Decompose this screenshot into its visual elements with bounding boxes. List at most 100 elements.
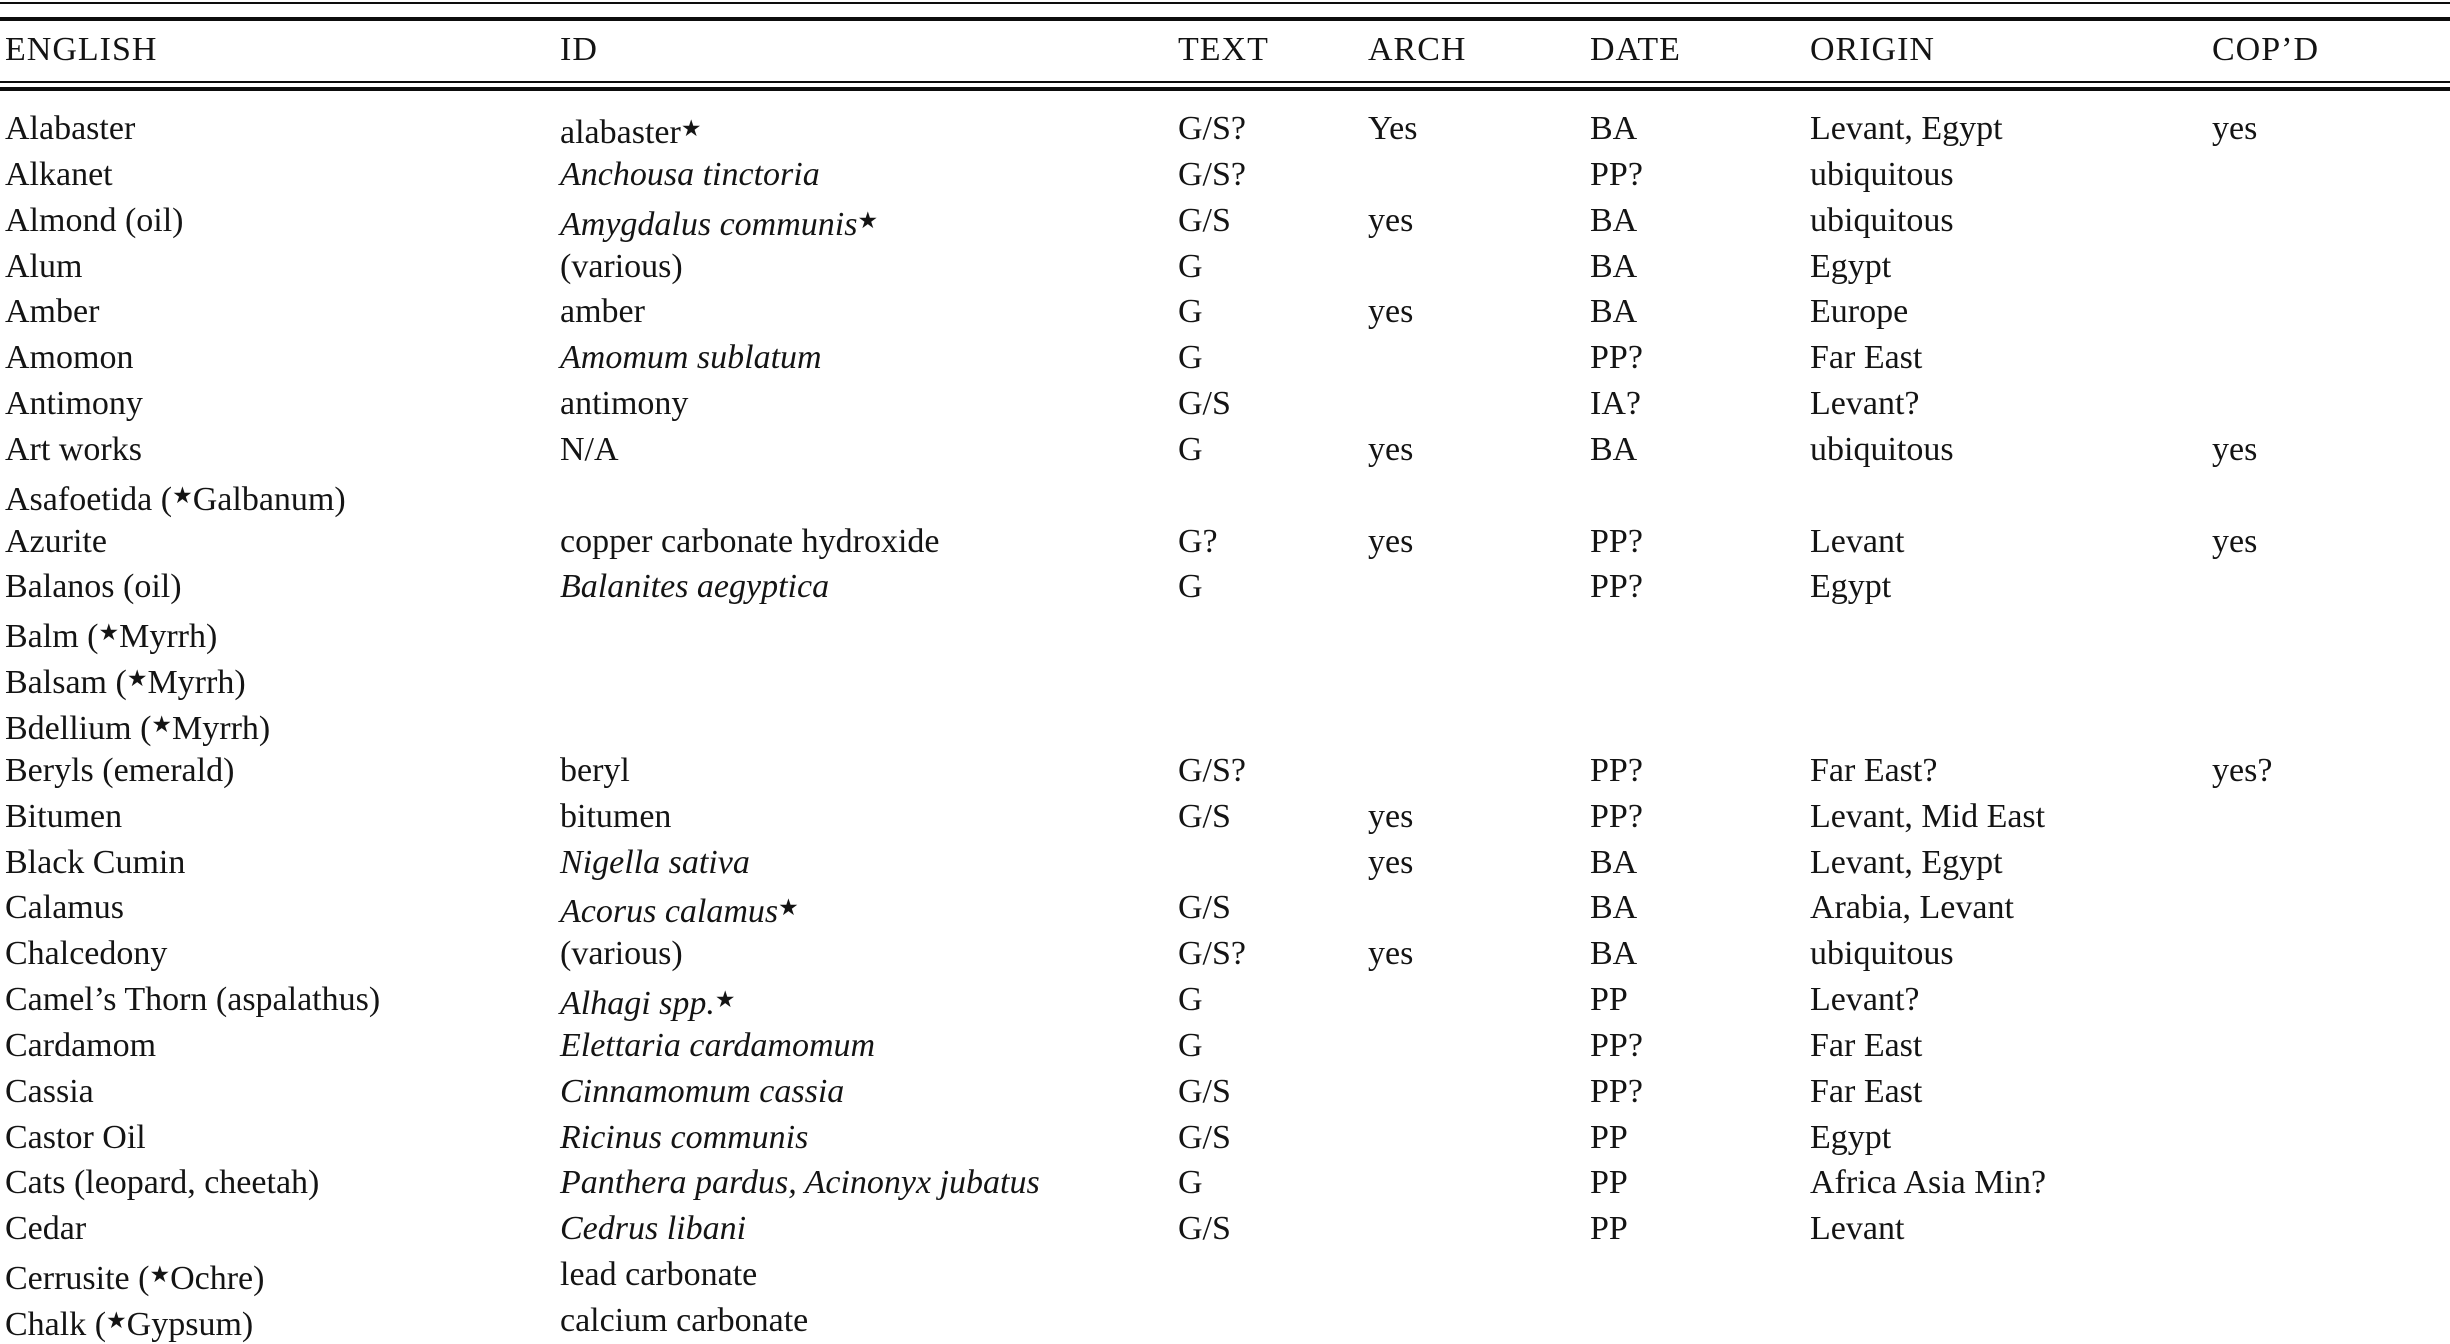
cell-id: (various) bbox=[560, 931, 1178, 977]
cell-arch bbox=[1368, 1115, 1590, 1161]
cell-arch bbox=[1368, 885, 1590, 935]
cell-text: G bbox=[1178, 430, 1203, 468]
table-row: Asafoetida (★Galbanum) bbox=[0, 473, 2450, 519]
cell-date bbox=[1590, 702, 1810, 752]
cell-arch bbox=[1368, 1252, 1590, 1302]
cell-text: G bbox=[1178, 293, 1203, 331]
table-row: Antimony antimony G/S IA? Levant? bbox=[0, 381, 2450, 427]
cell-copd bbox=[2212, 335, 2450, 381]
latin-name: Anchousa tinctoria bbox=[560, 155, 820, 193]
cell-arch bbox=[1368, 1298, 1590, 1344]
cell-date bbox=[1590, 473, 1810, 523]
cell-date: PP? bbox=[1590, 522, 1643, 560]
table-row: Castor Oil Ricinus communis G/S PP Egypt bbox=[0, 1115, 2450, 1161]
cell-id: (various) bbox=[560, 244, 1178, 290]
cell-date: BA bbox=[1590, 889, 1638, 927]
cell-text: G bbox=[1178, 568, 1203, 606]
cell-origin bbox=[1810, 610, 2212, 660]
cell-date: IA? bbox=[1590, 385, 1641, 423]
cell-date: PP? bbox=[1590, 339, 1643, 377]
latin-name: Ricinus communis bbox=[560, 1118, 809, 1156]
id-name: lead carbonate bbox=[560, 1256, 758, 1294]
cell-text: G/S? bbox=[1178, 110, 1246, 147]
star-reference-icon: ★ bbox=[172, 482, 193, 508]
cell-copd bbox=[2212, 152, 2450, 198]
latin-name: Cedrus libani bbox=[560, 1210, 747, 1248]
table-row: Balm (★Myrrh) bbox=[0, 610, 2450, 656]
cell-origin: Far East bbox=[1810, 1026, 1923, 1064]
cell-text: G bbox=[1178, 1026, 1203, 1064]
id-name: alabaster bbox=[560, 114, 681, 151]
cell-copd bbox=[2212, 794, 2450, 840]
cell-date: BA bbox=[1590, 110, 1638, 147]
cell-english: Chalk (★Gypsum) bbox=[5, 1305, 254, 1343]
cell-english: Almond (oil) bbox=[5, 201, 184, 239]
table-row: Cats (leopard, cheetah) Panthera pardus, … bbox=[0, 1160, 2450, 1206]
cell-english: Bdellium (★Myrrh) bbox=[5, 709, 271, 747]
cell-copd bbox=[2212, 656, 2450, 706]
cell-text: G bbox=[1178, 981, 1203, 1019]
cell-copd: yes bbox=[2212, 110, 2258, 147]
cell-origin: Far East bbox=[1810, 1072, 1923, 1110]
table-row: Alum (various) G BA Egypt bbox=[0, 244, 2450, 290]
table-row: Black Cumin Nigella sativa yes BA Levant, Eg… bbox=[0, 840, 2450, 886]
table-row: Balsam (★Myrrh) bbox=[0, 656, 2450, 702]
column-header-copd: COP’D bbox=[2212, 31, 2320, 68]
table-row: Cardamom Elettaria cardamomum G PP? Far East bbox=[0, 1023, 2450, 1069]
cell-date: PP? bbox=[1590, 797, 1643, 835]
cell-origin bbox=[1810, 1298, 2212, 1344]
cell-id: Panthera pardus, Acinonyx jubatus bbox=[560, 1160, 1178, 1206]
cell-origin: Far East? bbox=[1810, 751, 1938, 789]
cell-english: Cats (leopard, cheetah) bbox=[5, 1164, 320, 1202]
cell-english: Calamus bbox=[5, 889, 124, 927]
cell-arch: yes bbox=[1368, 935, 1414, 973]
id-name: beryl bbox=[560, 751, 630, 789]
cell-copd: yes? bbox=[2212, 751, 2273, 789]
cell-text: G/S? bbox=[1178, 155, 1246, 193]
latin-name: Acorus calamus bbox=[560, 893, 779, 931]
table-row: Alabaster alabaster★ G/S? Yes BA Levant, Egyp… bbox=[0, 106, 2450, 152]
cell-id bbox=[560, 656, 1178, 706]
column-header-origin: ORIGIN bbox=[1810, 31, 1935, 68]
header-rule-thick bbox=[0, 87, 2450, 91]
cell-english: Bitumen bbox=[5, 797, 123, 835]
cell-id: Amomum sublatum bbox=[560, 335, 1178, 381]
cell-id: copper carbonate hydroxide bbox=[560, 519, 1178, 565]
column-header-date: DATE bbox=[1590, 31, 1681, 68]
cell-copd bbox=[2212, 1023, 2450, 1069]
cell-date: BA bbox=[1590, 843, 1638, 881]
cell-origin: Egypt bbox=[1810, 247, 1892, 285]
cell-english: Cedar bbox=[5, 1210, 87, 1248]
cell-id: Cinnamomum cassia bbox=[560, 1069, 1178, 1115]
cell-text: G bbox=[1178, 247, 1203, 285]
cell-copd bbox=[2212, 381, 2450, 427]
cell-text bbox=[1178, 702, 1368, 752]
table-row: Chalcedony (various) G/S? yes BA ubiquitous bbox=[0, 931, 2450, 977]
cell-arch: yes bbox=[1368, 201, 1414, 239]
cell-date: PP? bbox=[1590, 1026, 1643, 1064]
cell-arch: yes bbox=[1368, 430, 1414, 468]
cell-date bbox=[1590, 1298, 1810, 1344]
cell-text: G/S bbox=[1178, 889, 1231, 927]
table-row: Cerrusite (★Ochre) lead carbonate bbox=[0, 1252, 2450, 1298]
cell-copd bbox=[2212, 977, 2450, 1027]
cell-copd bbox=[2212, 1069, 2450, 1115]
cell-english: Cassia bbox=[5, 1072, 94, 1110]
cell-id bbox=[560, 473, 1178, 523]
cell-text: G/S bbox=[1178, 1118, 1231, 1156]
cell-origin: Levant? bbox=[1810, 385, 1920, 423]
cell-origin: ubiquitous bbox=[1810, 430, 1954, 468]
cell-copd bbox=[2212, 610, 2450, 660]
cell-id: Alhagi spp.★ bbox=[560, 977, 1178, 1027]
cell-text bbox=[1178, 656, 1368, 706]
cell-id: calcium carbonate bbox=[560, 1298, 1178, 1344]
cell-id: Amygdalus communis★ bbox=[560, 198, 1178, 248]
table-row: Bdellium (★Myrrh) bbox=[0, 702, 2450, 748]
top-rule-thin bbox=[0, 2, 2450, 4]
cell-english: Alum bbox=[5, 247, 83, 285]
table-row: Cassia Cinnamomum cassia G/S PP? Far East bbox=[0, 1069, 2450, 1115]
cell-copd bbox=[2212, 1206, 2450, 1252]
cell-arch bbox=[1368, 152, 1590, 198]
cell-text: G/S? bbox=[1178, 935, 1246, 973]
